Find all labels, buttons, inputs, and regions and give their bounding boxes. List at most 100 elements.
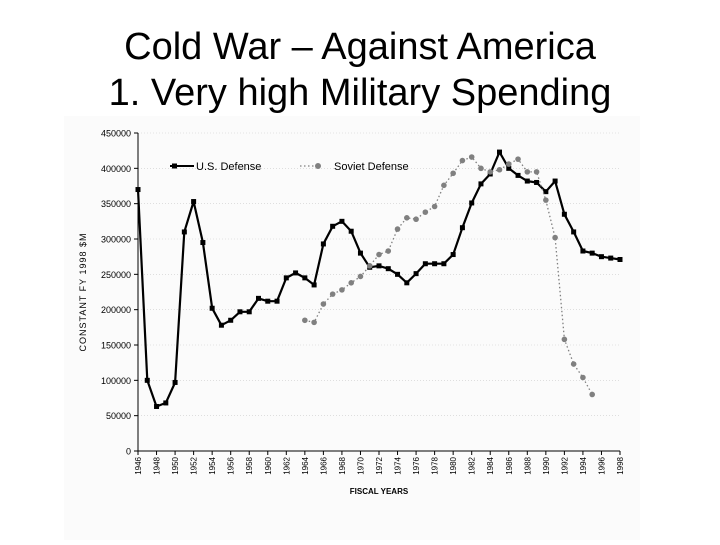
soviet-defense-point <box>431 203 438 210</box>
u-s-defense-point <box>580 248 586 254</box>
y-tick-label: 250000 <box>101 270 131 280</box>
u-s-defense-point <box>543 189 549 195</box>
soviet-defense-point <box>533 169 540 175</box>
soviet-defense-point <box>404 215 410 221</box>
u-s-defense-point <box>534 179 540 185</box>
soviet-defense-point <box>487 169 494 175</box>
u-s-defense-point <box>256 295 261 301</box>
u-s-defense-point <box>469 200 475 206</box>
u-s-defense-point <box>561 211 567 217</box>
gridlines <box>138 132 620 416</box>
y-tick-label: 0 <box>126 447 131 457</box>
x-tick-label: 1998 <box>616 456 625 474</box>
soviet-defense-point <box>524 169 531 175</box>
y-tick-label: 50000 <box>106 411 131 421</box>
u-s-defense-point <box>478 181 484 187</box>
u-s-defense-point <box>552 178 558 184</box>
x-axis-label: FISCAL YEARS <box>350 487 409 496</box>
soviet-defense-point <box>311 319 317 326</box>
u-s-defense-point <box>376 263 382 269</box>
u-s-defense-point <box>524 178 530 184</box>
u-s-defense-point <box>302 275 308 281</box>
x-tick-label: 1992 <box>560 456 569 474</box>
x-tick-label: 1978 <box>431 456 440 474</box>
soviet-defense-line <box>304 156 593 395</box>
x-tick-label: 1972 <box>375 456 384 474</box>
soviet-defense-point <box>468 154 475 160</box>
y-tick-label: 400000 <box>101 164 131 174</box>
u-s-defense-point <box>385 266 391 272</box>
slide-title-line-1: Cold War – Against America <box>124 26 596 68</box>
x-tick-label: 1946 <box>134 456 143 474</box>
u-s-defense-point <box>218 322 224 328</box>
u-s-defense-point <box>228 317 234 323</box>
x-tick-label: 1956 <box>227 456 236 474</box>
y-tick-label: 100000 <box>101 376 131 386</box>
u-s-defense-point <box>441 261 447 267</box>
x-tick-label: 1988 <box>523 456 532 474</box>
soviet-defense-point <box>385 248 392 254</box>
x-tick-label: 1958 <box>245 456 254 474</box>
u-s-defense-point <box>283 275 289 281</box>
x-tick-label: 1986 <box>505 456 514 474</box>
u-s-defense-point <box>515 172 521 178</box>
u-s-defense-point <box>237 309 243 315</box>
soviet-defense-point <box>339 287 345 293</box>
soviet-defense-point <box>348 280 354 286</box>
military-spending-chart: 0 50000 100000 150000 200000 250000 300000 3500… <box>78 129 625 497</box>
soviet-defense-point <box>478 165 484 172</box>
u-s-defense-point <box>246 309 252 315</box>
x-tick-label: 1962 <box>282 456 291 474</box>
u-s-defense-point <box>265 298 271 304</box>
x-tick-label: 1990 <box>542 456 551 474</box>
x-tick-label: 1976 <box>412 456 421 474</box>
soviet-defense-point <box>459 157 466 164</box>
soviet-defense-point <box>413 216 419 223</box>
x-tick-label: 1950 <box>171 456 180 474</box>
x-tick-label: 1984 <box>486 456 495 474</box>
soviet-defense-point <box>357 273 364 280</box>
u-s-defense-point <box>450 252 456 258</box>
y-tick-label: 450000 <box>101 129 131 139</box>
series-layer <box>135 149 623 409</box>
soviet-defense-point <box>505 161 512 167</box>
soviet-defense-point <box>450 170 456 177</box>
y-tick-labels: 0 50000 100000 150000 200000 250000 300000 3500… <box>101 129 138 457</box>
u-s-defense-point <box>339 218 345 224</box>
u-s-defense-point <box>348 228 354 234</box>
u-s-defense-point <box>357 250 363 256</box>
u-s-defense-point <box>506 165 512 171</box>
soviet-defense-point <box>366 263 373 269</box>
soviet-defense-point <box>543 197 549 203</box>
x-tick-label: 1982 <box>468 456 477 474</box>
legend-us-swatch-marker <box>172 163 177 169</box>
u-s-defense-point <box>589 250 595 256</box>
u-s-defense-point <box>209 305 215 311</box>
y-tick-label: 300000 <box>101 235 131 245</box>
y-tick-label: 350000 <box>101 199 131 209</box>
u-s-defense-point <box>571 229 577 235</box>
soviet-defense-point <box>329 291 336 297</box>
y-tick-label: 150000 <box>101 341 131 351</box>
slide-title-line-2: 1. Very high Military Spending <box>108 72 612 114</box>
legend-soviet-swatch-marker <box>315 163 321 169</box>
u-s-defense-point <box>608 255 614 261</box>
soviet-defense-point <box>441 182 447 189</box>
x-tick-label: 1974 <box>394 456 403 474</box>
u-s-defense-point <box>598 254 604 260</box>
soviet-defense-point <box>570 361 577 367</box>
y-axis-label: CONSTANT FY 1998 $M <box>78 232 88 351</box>
u-s-defense-point <box>404 280 410 286</box>
u-s-defense-point <box>432 261 438 267</box>
legend-us-label: U.S. Defense <box>196 161 261 173</box>
soviet-defense-point <box>302 317 308 324</box>
x-tick-label: 1952 <box>190 456 199 474</box>
soviet-defense-point <box>496 166 503 173</box>
u-s-defense-point <box>422 261 428 267</box>
x-tick-label: 1964 <box>301 456 310 474</box>
x-tick-label: 1980 <box>449 456 458 474</box>
slide-title: Cold War – Against America 1. Very high … <box>0 24 720 116</box>
soviet-defense-point <box>552 234 558 241</box>
u-s-defense-point <box>311 282 317 288</box>
chart-area: 0 50000 100000 150000 200000 250000 300000 3500… <box>64 116 640 540</box>
